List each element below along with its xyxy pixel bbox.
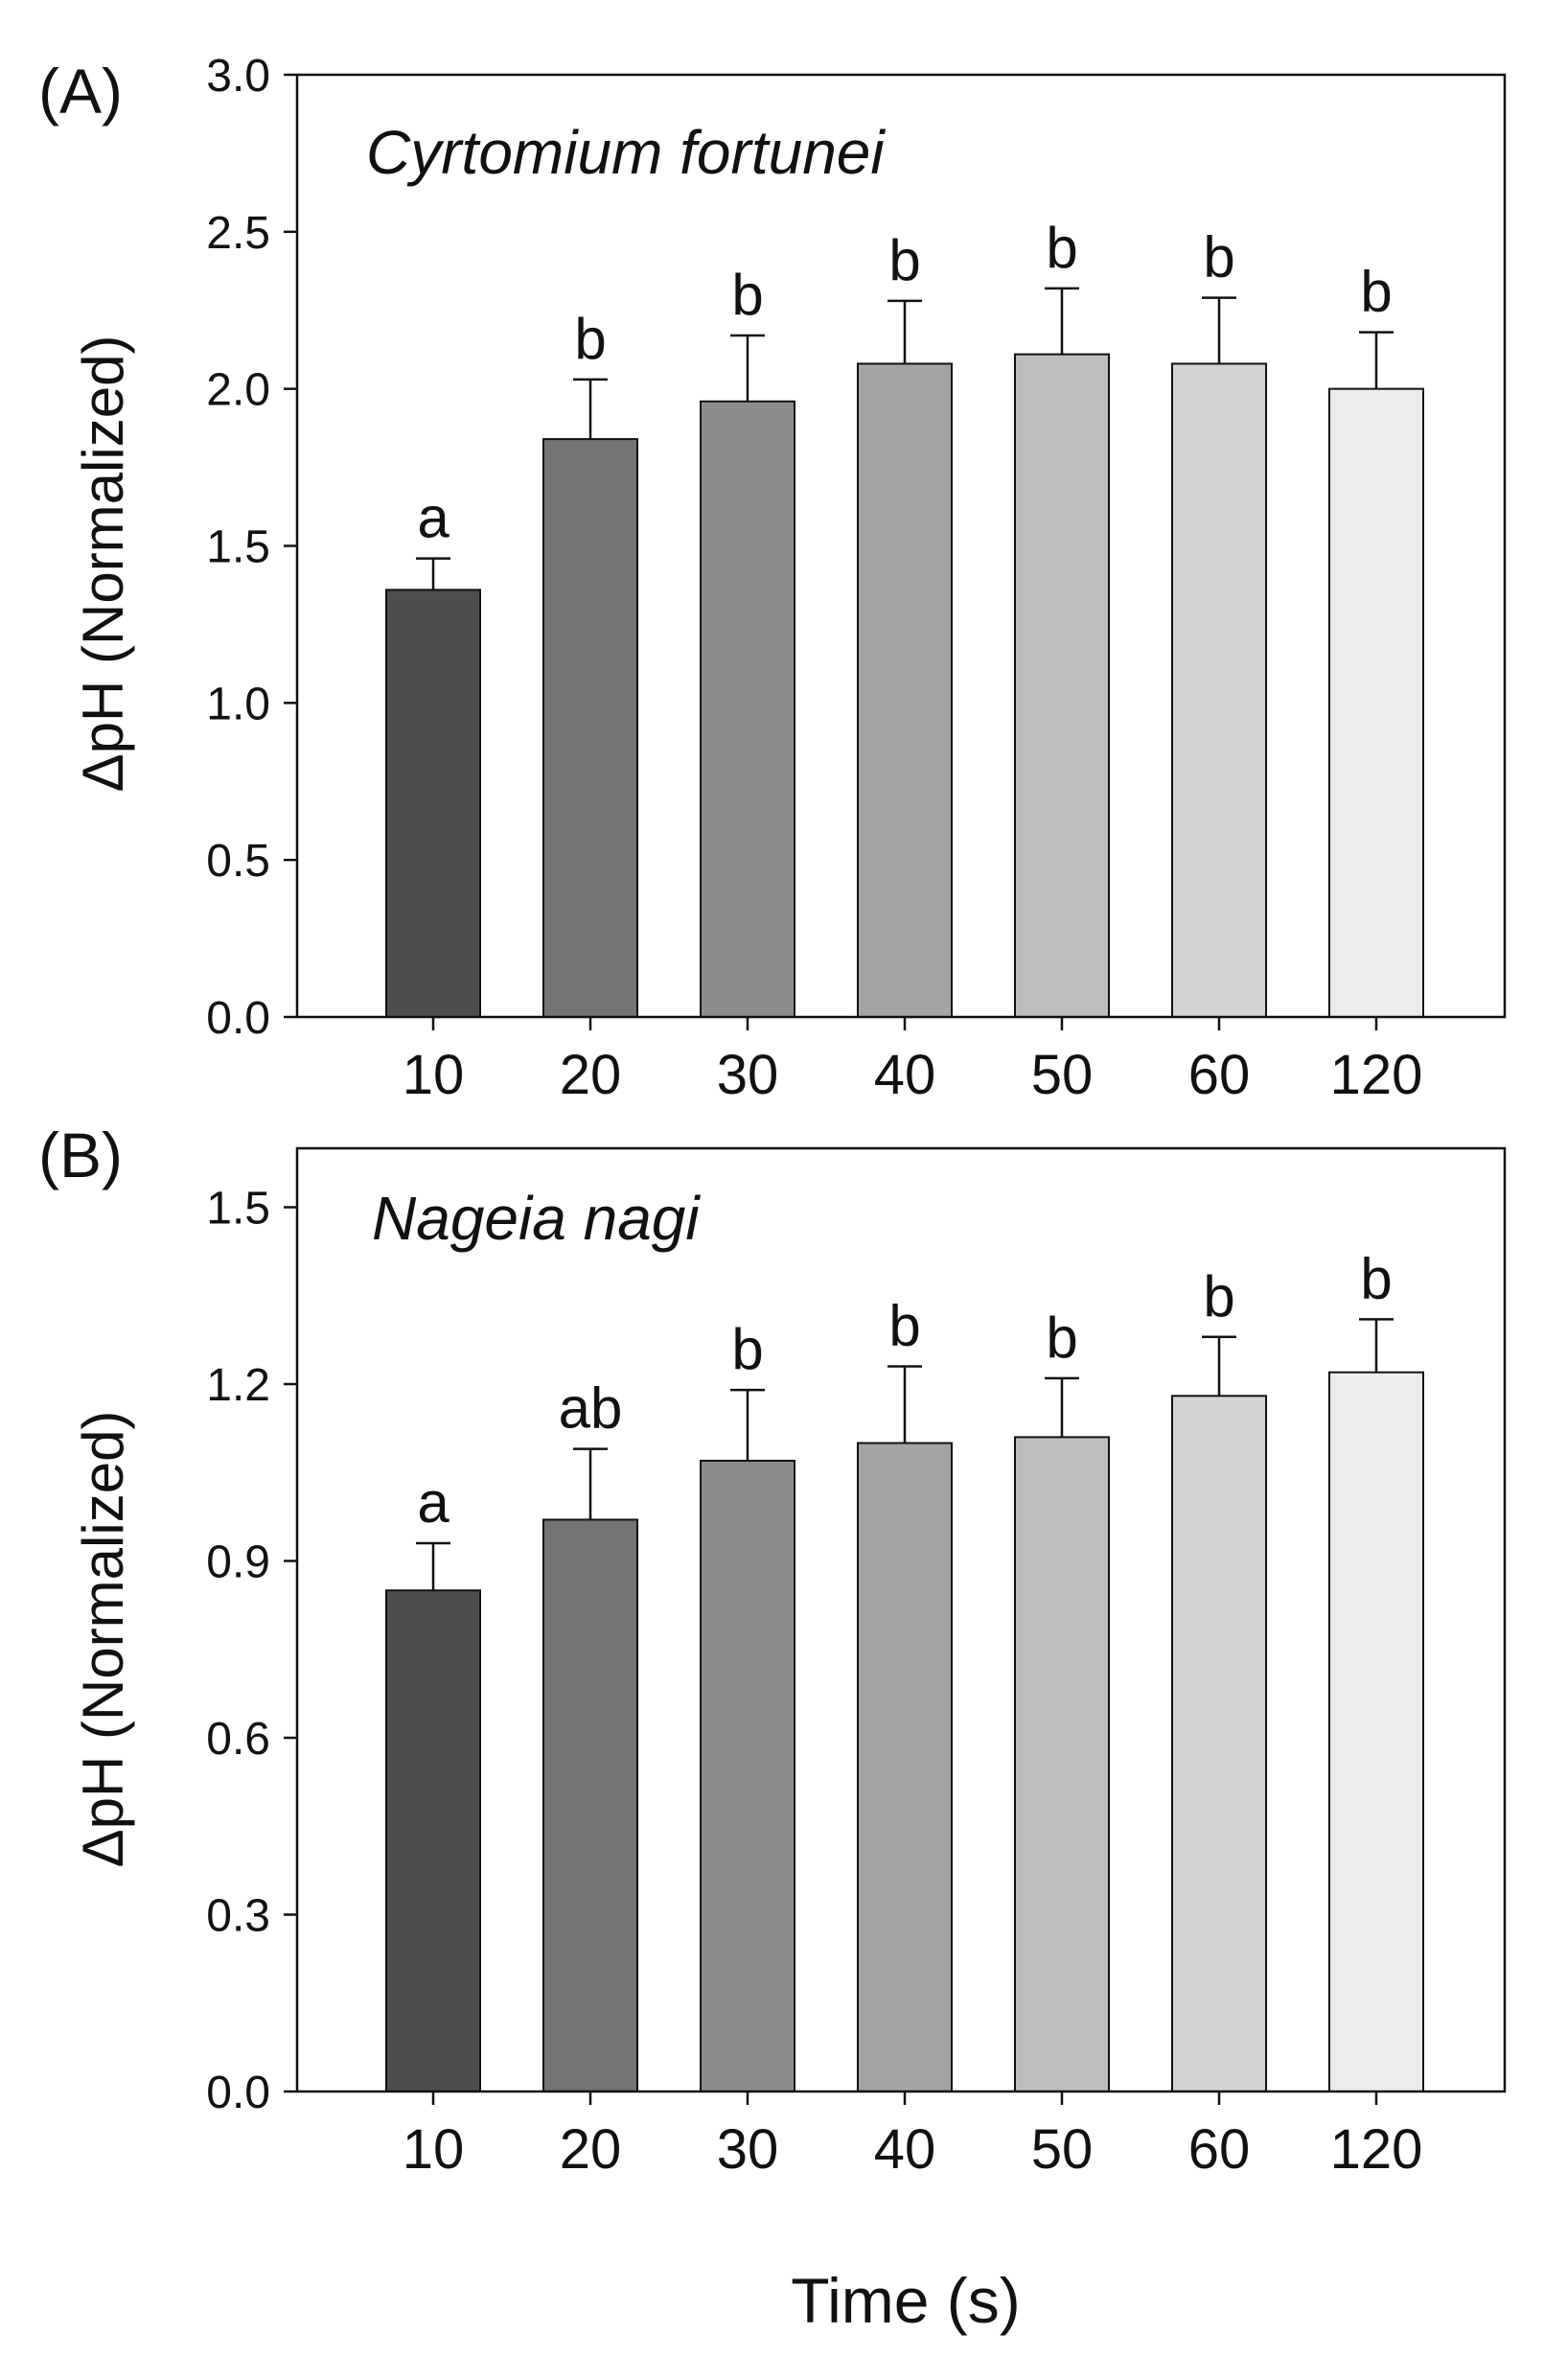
bar-20 xyxy=(542,1518,638,2092)
significance-letter: b xyxy=(1360,1246,1392,1310)
panel-a-ylabel: ΔpH (Normalized) xyxy=(71,335,135,793)
panel-b-ytick-labels: 0.0 0.3 0.6 0.9 1.2 1.5 xyxy=(206,1184,270,2119)
bar-20 xyxy=(542,438,638,1018)
bar-60 xyxy=(1171,362,1267,1019)
panel-a-ytick-labels: 0.0 0.5 1.0 1.5 2.0 2.5 3.0 xyxy=(206,51,270,1044)
significance-letter: ab xyxy=(559,1376,623,1441)
panel-b-error-bars xyxy=(416,1318,1394,1591)
significance-letter: a xyxy=(417,486,449,550)
xtick-label: 20 xyxy=(560,2118,622,2181)
panel-a-letters: a b b b b b b xyxy=(417,216,1392,550)
bar-10 xyxy=(385,1589,481,2092)
xtick-label: 30 xyxy=(717,1044,779,1106)
bar-30 xyxy=(700,1459,795,2092)
xtick-label: 50 xyxy=(1031,1044,1094,1106)
ytick-label: 0.9 xyxy=(206,1537,270,1588)
xtick-label: 10 xyxy=(403,2118,465,2181)
panel-a-xticks xyxy=(431,1017,1378,1030)
bar-120 xyxy=(1328,1371,1424,2092)
panel-b-bars xyxy=(385,1371,1424,2093)
significance-letter: b xyxy=(1360,260,1392,324)
ytick-label: 0.3 xyxy=(206,1891,270,1942)
bar-60 xyxy=(1171,1395,1267,2093)
panel-a-error-bars xyxy=(416,287,1394,590)
bar-120 xyxy=(1328,387,1424,1018)
significance-letter: b xyxy=(731,263,763,327)
significance-letter: b xyxy=(731,1317,763,1381)
xtick-label: 120 xyxy=(1330,1044,1423,1106)
ytick-label: 0.6 xyxy=(206,1714,270,1765)
panel-a-plot-frame xyxy=(295,73,1507,1019)
ytick-label: 0.0 xyxy=(206,2068,270,2118)
xtick-label: 20 xyxy=(560,1044,622,1106)
significance-letter: b xyxy=(1046,1306,1077,1370)
significance-letter: b xyxy=(574,307,606,371)
bar-30 xyxy=(700,400,795,1019)
ytick-label: 1.5 xyxy=(206,522,270,573)
significance-letter: b xyxy=(1046,216,1077,280)
panel-a-xtick-labels: 10 20 30 40 50 60 120 xyxy=(403,1044,1423,1106)
xtick-label: 30 xyxy=(717,2118,779,2181)
bar-40 xyxy=(857,362,953,1019)
panel-b-letters: a ab b b b b b xyxy=(417,1246,1392,1535)
xtick-label: 40 xyxy=(874,2118,936,2181)
panel-b-label: (B) xyxy=(38,1120,123,1190)
panel-b-plot-frame xyxy=(295,1146,1507,2093)
xtick-label: 10 xyxy=(403,1044,465,1106)
ytick-label: 3.0 xyxy=(206,51,270,102)
panel-a: (A) ΔpH (Normalized) 0.0 0.5 1.0 1.5 2.0 2.5 3… xyxy=(38,51,1507,1106)
significance-letter: b xyxy=(1203,1264,1234,1329)
ytick-label: 1.2 xyxy=(206,1360,270,1411)
panel-b-ylabel: ΔpH (Normalized) xyxy=(71,1411,135,1868)
xtick-label: 120 xyxy=(1330,2118,1423,2181)
x-axis-title: Time (s) xyxy=(791,2265,1021,2336)
bar-50 xyxy=(1014,353,1110,1018)
significance-letter: a xyxy=(417,1470,449,1535)
panel-b: (B) ΔpH (Normalized) 0.00.30.60.91.21.5 … xyxy=(38,1120,1507,2181)
panel-a-label: (A) xyxy=(38,56,123,127)
significance-letter: b xyxy=(1203,225,1234,289)
xtick-label: 60 xyxy=(1188,2118,1251,2181)
panel-b-xtick-labels: 10 20 30 40 50 60 120 xyxy=(403,2118,1423,2181)
ytick-label: 0.0 xyxy=(206,993,270,1044)
xtick-label: 60 xyxy=(1188,1044,1251,1106)
ytick-label: 2.5 xyxy=(206,208,270,259)
bar-40 xyxy=(857,1442,953,2092)
significance-letter: b xyxy=(888,228,920,292)
panel-b-yticks xyxy=(284,1206,297,2093)
xtick-label: 50 xyxy=(1031,2118,1094,2181)
bar-10 xyxy=(385,589,481,1019)
panel-a-yticks xyxy=(284,73,297,1019)
panel-a-title: Cyrtomium fortunei xyxy=(366,118,886,187)
xtick-label: 40 xyxy=(874,1044,936,1106)
panel-b-title: Nageia nagi xyxy=(372,1184,701,1253)
panel-b-xticks xyxy=(431,2091,1378,2105)
ytick-label: 1.5 xyxy=(206,1184,270,1235)
ytick-label: 1.0 xyxy=(206,679,270,729)
panel-a-bars xyxy=(385,353,1424,1019)
ytick-label: 2.0 xyxy=(206,365,270,416)
ytick-label: 0.5 xyxy=(206,836,270,887)
significance-letter: b xyxy=(888,1294,920,1358)
bar-50 xyxy=(1014,1436,1110,2092)
